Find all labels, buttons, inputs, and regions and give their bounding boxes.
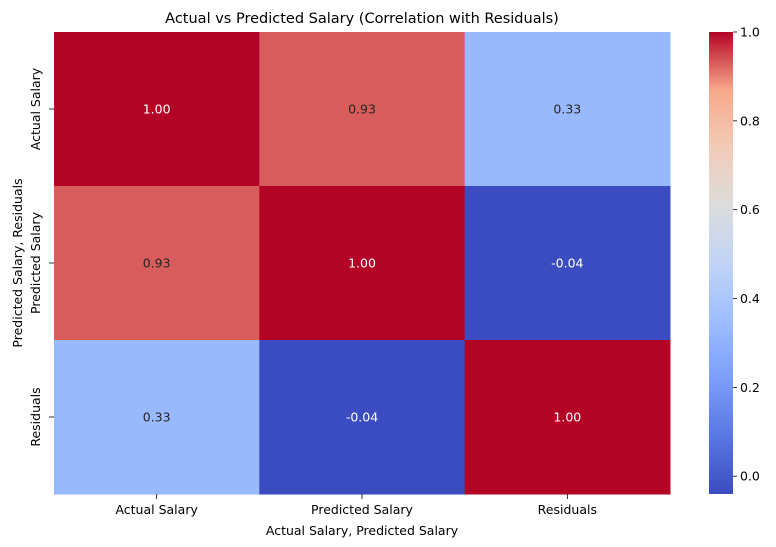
heatmap-cell <box>464 186 671 341</box>
chart-title: Actual vs Predicted Salary (Correlation … <box>165 11 559 27</box>
cell-annotation: -0.04 <box>346 410 378 425</box>
heatmap-cell <box>54 186 260 341</box>
y-axis-label: Predicted Salary, Residuals <box>10 178 25 347</box>
cell-annotation: 1.00 <box>553 410 581 425</box>
heatmap-cell <box>54 32 260 187</box>
colorbar-tick-label: 1.0 <box>740 25 760 40</box>
cell-annotation: 0.33 <box>143 410 171 425</box>
colorbar-tick-label: 0.6 <box>740 202 760 217</box>
cell-annotation: -0.04 <box>551 256 583 271</box>
y-axis-ticks: Actual Salary Predicted Salary Residuals <box>28 67 54 447</box>
cell-annotation: 0.93 <box>348 102 376 117</box>
colorbar-tick-label: 0.0 <box>740 469 760 484</box>
cell-annotation: 0.93 <box>143 256 171 271</box>
colorbar-tick-label: 0.8 <box>740 113 760 128</box>
x-tick-label: Actual Salary <box>115 502 198 517</box>
cell-annotation: 1.00 <box>143 102 171 117</box>
x-tick-label: Predicted Salary <box>311 502 414 517</box>
heatmap-cell <box>259 32 466 187</box>
colorbar-tick-label: 0.2 <box>740 380 760 395</box>
heatmap-cell <box>54 340 260 495</box>
heatmap-cells <box>54 32 671 495</box>
y-tick-label: Predicted Salary <box>28 211 43 314</box>
x-axis-ticks: Actual Salary Predicted Salary Residuals <box>115 494 597 517</box>
colorbar-tick-label: 0.4 <box>740 291 760 306</box>
y-tick-label: Residuals <box>28 387 43 446</box>
heatmap-cell <box>464 32 671 187</box>
x-axis-label: Actual Salary, Predicted Salary <box>266 523 459 538</box>
heatmap-cell <box>259 340 466 495</box>
colorbar <box>709 32 733 494</box>
x-tick-label: Residuals <box>538 502 597 517</box>
colorbar-ticks: 0.0 0.2 0.4 0.6 0.8 1.0 <box>733 25 760 484</box>
cell-annotation: 0.33 <box>553 102 581 117</box>
heatmap-annotations: 1.00 0.93 0.33 0.93 1.00 -0.04 0.33 -0.04 1.00 <box>143 102 584 425</box>
heatmap-cell <box>259 186 466 341</box>
cell-annotation: 1.00 <box>348 256 376 271</box>
y-tick-label: Actual Salary <box>28 67 43 150</box>
heatmap-cell <box>464 340 671 495</box>
